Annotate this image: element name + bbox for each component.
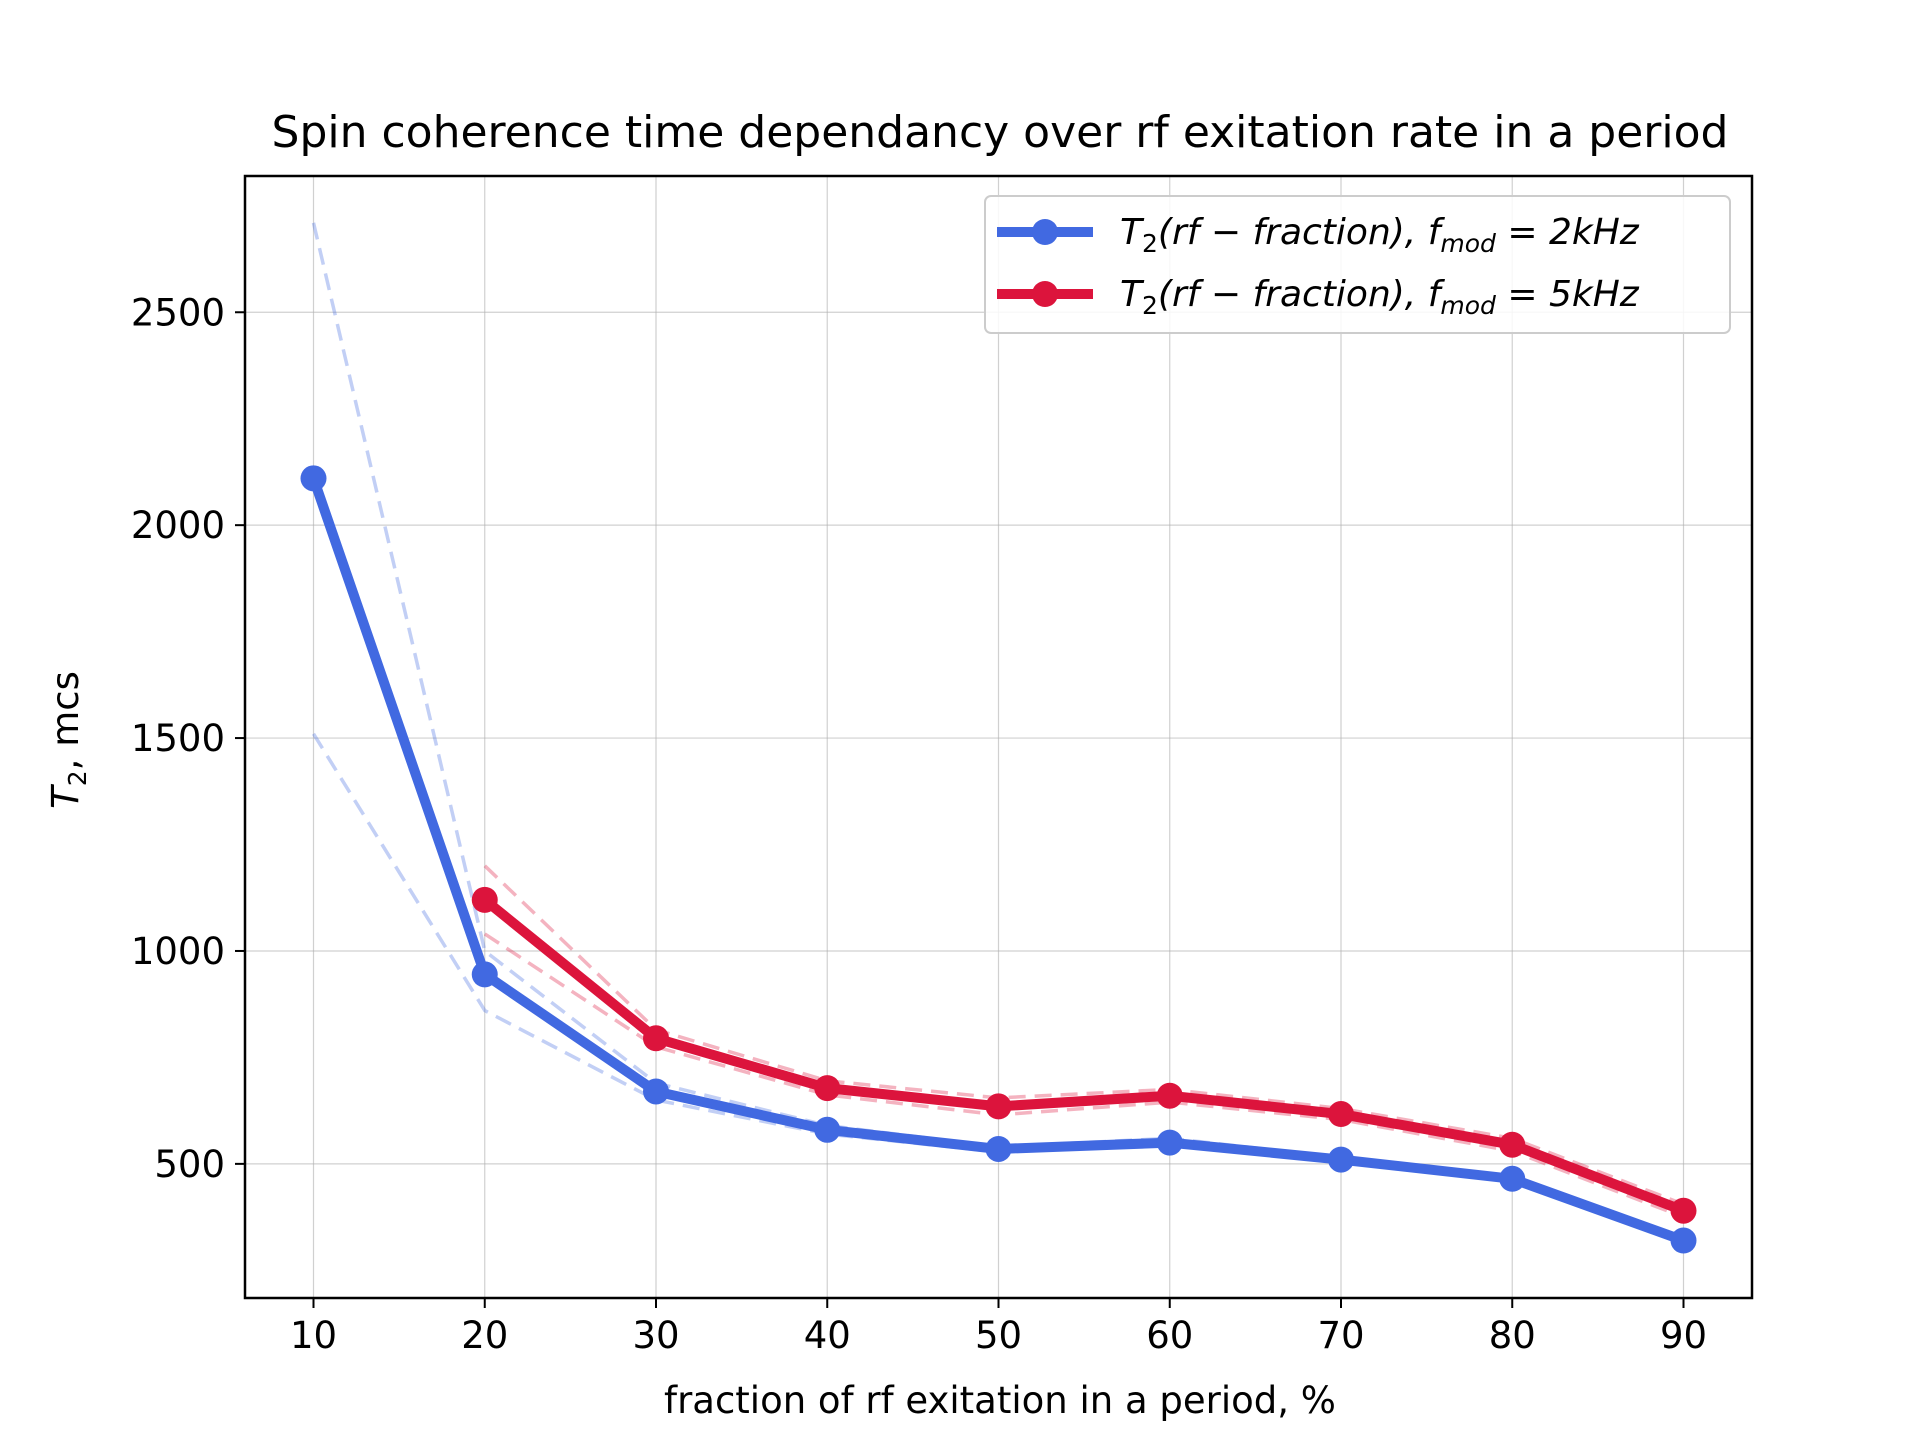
x-tick-label: 20 [461,1314,508,1357]
y-axis-ticks: 500 1000 1500 2000 2500 [131,291,245,1186]
x-tick-label: 50 [975,1314,1022,1357]
series-0-point [814,1116,841,1143]
legend-label-sub1: 2 [1142,229,1158,258]
series-1-point [1499,1131,1526,1158]
y-tick-label: 2000 [131,504,225,547]
series-1-point [985,1093,1012,1120]
x-axis-label: fraction of rf exitation in a period, % [664,1379,1336,1422]
series-1-upper-bound-line [483,864,1685,1206]
series-points [300,465,1697,1254]
series-0-point [643,1078,669,1105]
x-tick-label: 10 [290,1314,337,1357]
series-1-point [1156,1082,1183,1109]
series-0-point [300,465,327,492]
legend-label-mid: (rf − fraction), f [1158,212,1446,253]
x-tick-label: 30 [632,1314,679,1357]
series-1-point [814,1075,841,1102]
series-1-line [479,894,1689,1216]
series-1-point [643,1025,669,1052]
y-tick-label: 1000 [131,930,225,973]
legend-swatch-marker [1032,281,1058,307]
y-tick-label: 1500 [131,717,225,760]
x-tick-label: 60 [1146,1314,1193,1357]
legend-label-sub2: mod [1440,291,1496,320]
legend-label-sub1: 2 [1142,291,1158,320]
x-tick-label: 40 [804,1314,851,1357]
y-axis-label-suffix: , mcs [44,671,87,770]
legend-label: T2(rf − fraction), fmod = 2kHz [1120,212,1640,258]
series-0-point [1499,1165,1526,1192]
series-1-lower-bound-line [483,932,1685,1219]
chart-title: Spin coherence time dependancy over rf e… [272,107,1729,158]
legend-label-tail: = 5kHz [1496,274,1640,315]
series-1-point [1670,1197,1697,1224]
legend-label-main: T [1120,212,1145,253]
y-axis-label-symbol: T [44,784,87,809]
legend-box [984,195,1731,334]
series-0-point [1670,1227,1697,1254]
x-tick-label: 70 [1317,1314,1364,1357]
x-tick-label: 90 [1660,1314,1707,1357]
y-tick-label: 2500 [131,291,225,334]
legend-label-sub2: mod [1440,229,1496,258]
legend-label-main: T [1120,274,1145,315]
legend-label: T2(rf − fraction), fmod = 5kHz [1120,274,1640,320]
series-1-point [471,886,498,913]
legend-label-mid: (rf − fraction), f [1158,274,1446,315]
x-axis-ticks: 10 20 30 40 50 60 70 80 90 [290,1298,1707,1357]
y-axis-label-subscript: 2 [63,770,92,786]
legend-label-tail: = 2kHz [1496,212,1640,253]
series-0-point [471,961,498,988]
series-1-point [1328,1101,1354,1128]
x-tick-label: 80 [1489,1314,1536,1357]
series-0-point [985,1135,1012,1162]
series-0-point [1328,1146,1354,1173]
y-axis-label: T2, mcs [44,671,92,809]
y-tick-label: 500 [154,1143,225,1186]
legend-swatch-marker [1032,219,1058,245]
series-0-point [1156,1129,1183,1156]
